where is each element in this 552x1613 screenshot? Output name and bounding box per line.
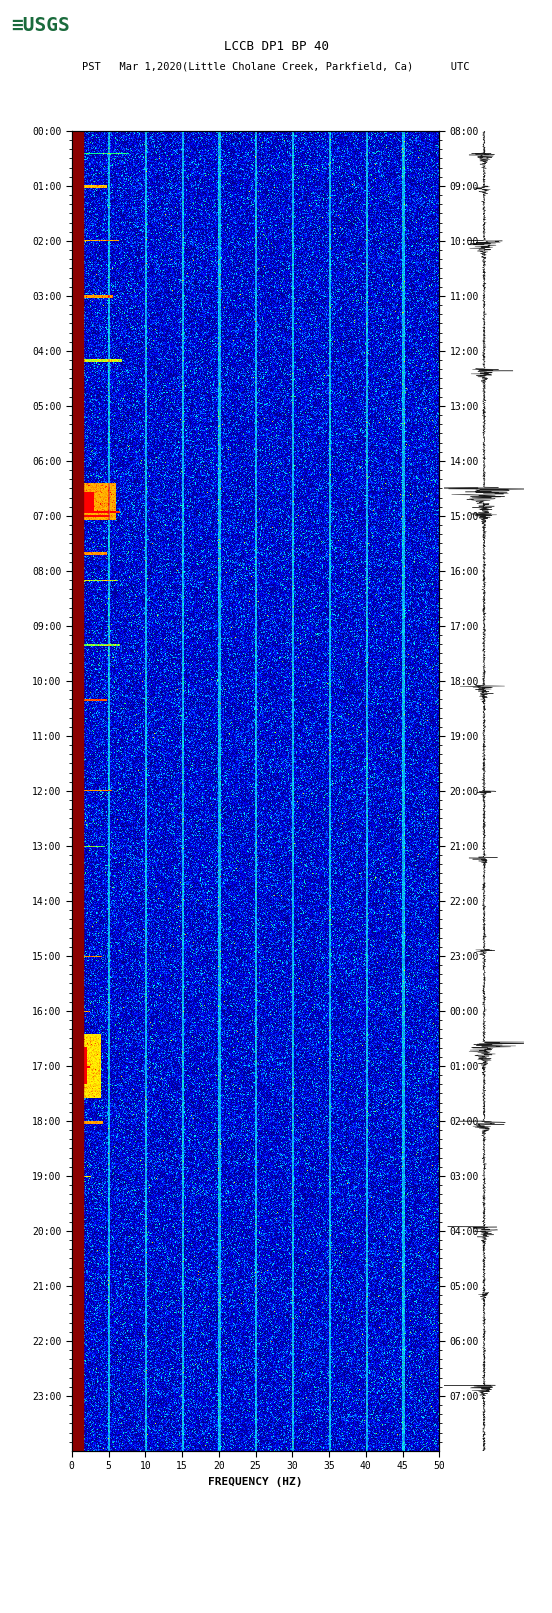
Bar bbox=[72, 131, 83, 1452]
Text: ≡USGS: ≡USGS bbox=[11, 16, 70, 35]
Text: LCCB DP1 BP 40: LCCB DP1 BP 40 bbox=[224, 40, 328, 53]
X-axis label: FREQUENCY (HZ): FREQUENCY (HZ) bbox=[208, 1478, 302, 1487]
Text: PST   Mar 1,2020(Little Cholane Creek, Parkfield, Ca)      UTC: PST Mar 1,2020(Little Cholane Creek, Par… bbox=[82, 61, 470, 71]
